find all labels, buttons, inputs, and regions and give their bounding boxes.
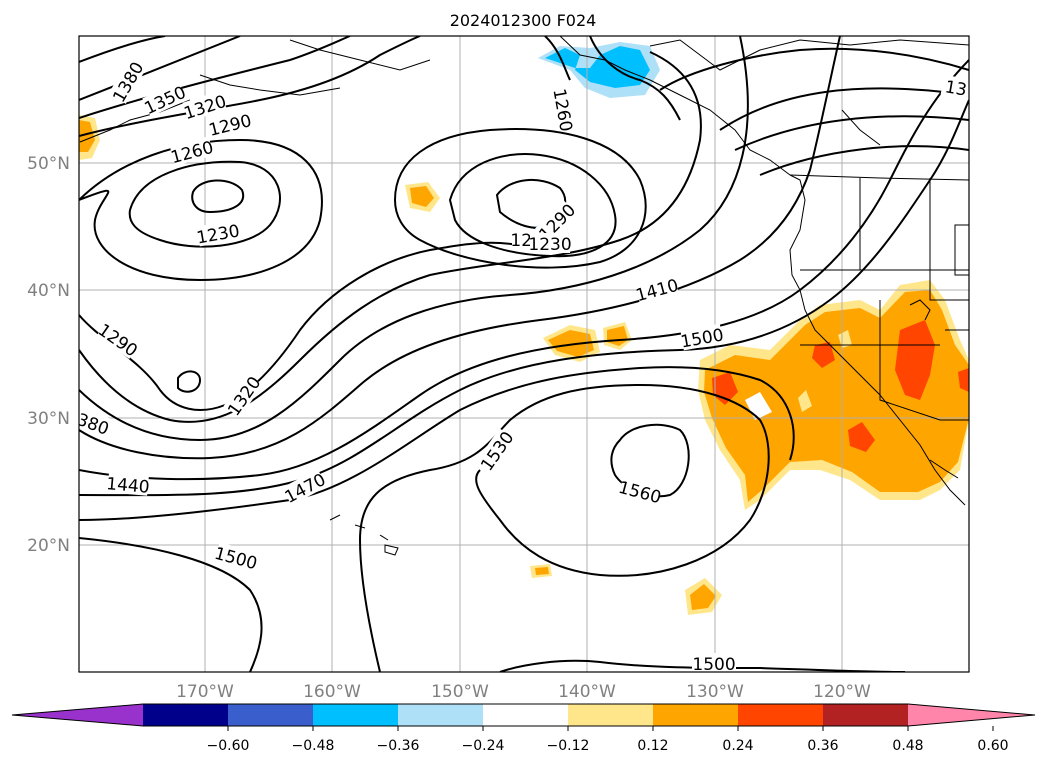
map-title: 2024012300 F024 [450, 11, 597, 30]
lon-label: 150°W [431, 682, 489, 702]
colorbar-segment [823, 704, 908, 726]
colorbar-extend-max [908, 704, 1035, 726]
lat-label: 20°N [27, 536, 70, 556]
positive-anomaly-westcoast-strong-5 [958, 368, 969, 392]
colorbar-outline [11, 703, 1036, 727]
lat-label: 30°N [27, 409, 70, 429]
contour-label: 13 [943, 77, 968, 100]
longitude-labels: 170°W 160°W 150°W 140°W 130°W 120°W [176, 682, 871, 702]
colorbar-segment [568, 704, 653, 726]
map-content: 1380 1350 1320 1290 1260 1230 1260 1260 … [79, 36, 969, 675]
lon-label: 120°W [813, 682, 871, 702]
lat-label: 40°N [27, 281, 70, 301]
colorbar-segment [653, 704, 738, 726]
colorbar-tick-label: 0.48 [892, 738, 923, 754]
colorbar-segment [143, 704, 228, 726]
colorbar-extend-min [12, 704, 143, 726]
colorbar-segment [483, 704, 568, 726]
latitude-labels: 50°N 40°N 30°N 20°N [27, 154, 70, 556]
colorbar-segment [228, 704, 313, 726]
colorbar-segment [313, 704, 398, 726]
colorbar-tick-label: 0.24 [722, 738, 753, 754]
positive-anomaly-1-core [410, 186, 434, 207]
positive-anomaly-westcoast-strong-1 [895, 320, 935, 400]
colorbar-tick-label: −0.12 [547, 738, 590, 754]
lon-label: 170°W [176, 682, 234, 702]
lon-label: 130°W [686, 682, 744, 702]
positive-anomaly-westcoast-hole-2 [798, 390, 812, 412]
positive-anomaly-westcoast-strong-3 [848, 422, 875, 452]
colorbar-tick-label: −0.24 [462, 738, 505, 754]
positive-anomaly-westcoast-strong-4 [812, 342, 835, 368]
positive-anomaly-west-edge-core [79, 120, 95, 152]
colorbar-tick-label: −0.60 [207, 738, 250, 754]
lat-label: 50°N [27, 154, 70, 174]
colorbar-segment [398, 704, 483, 726]
map-border [78, 35, 970, 673]
negative-anomaly-alaska-core [545, 46, 650, 88]
colorbar-tick-label: 0.12 [637, 738, 668, 754]
positive-anomaly-2-core [548, 330, 594, 357]
positive-anomaly-5-core [690, 584, 716, 610]
colorbar-tick-label: 0.60 [977, 738, 1008, 754]
colorbar: −0.60 −0.48 −0.36 −0.24 −0.12 0.12 0.24 0.36 0.4… [11, 703, 1036, 754]
colorbar-tick-label: 0.36 [807, 738, 838, 754]
lon-label: 160°W [303, 682, 361, 702]
contour-label: 1230 [528, 235, 571, 255]
contour-label: 1500 [692, 655, 735, 675]
lon-label: 140°W [558, 682, 616, 702]
colorbar-tick-label: −0.36 [377, 738, 420, 754]
colorbar-tick-label: −0.48 [292, 738, 335, 754]
positive-anomaly-4-core [535, 567, 549, 575]
coastlines [79, 36, 969, 556]
contour-label: 1440 [105, 474, 150, 498]
colorbar-segment [738, 704, 823, 726]
